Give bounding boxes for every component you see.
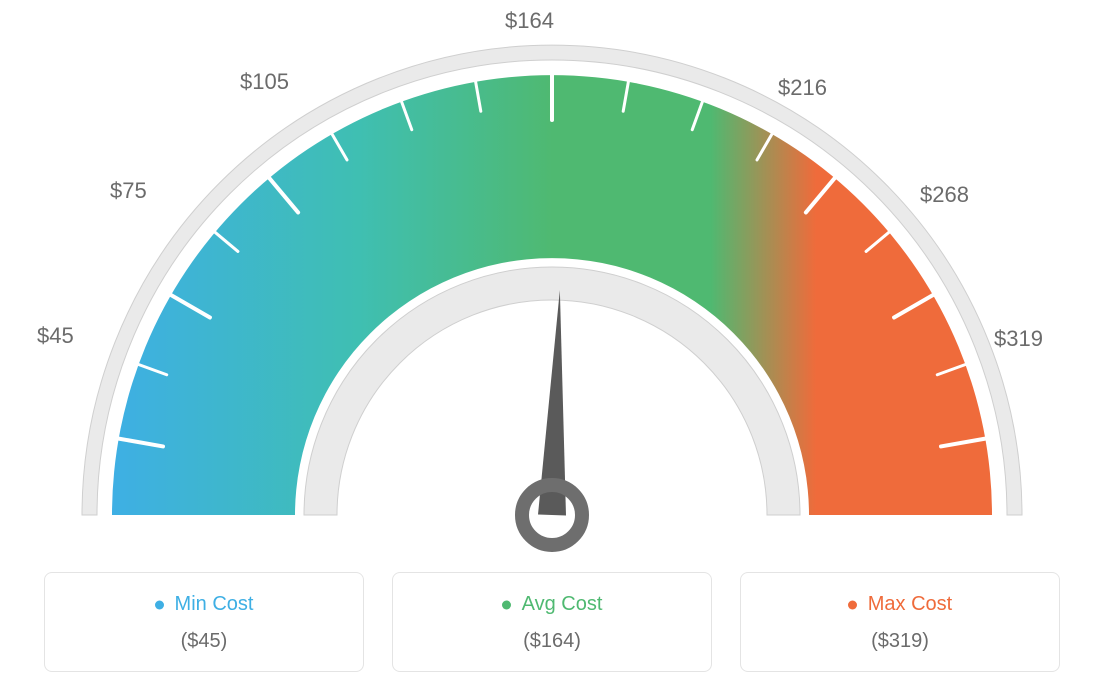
scale-label: $216 — [778, 75, 827, 101]
scale-label: $75 — [110, 178, 147, 204]
legend-title-min: Min Cost — [155, 593, 254, 616]
legend-value-min: ($45) — [45, 630, 363, 653]
legend-title-avg: Avg Cost — [502, 593, 603, 616]
legend-title-max: Max Cost — [848, 593, 952, 616]
legend-card-max: Max Cost ($319) — [740, 572, 1060, 672]
gauge-chart: $45 $75 $105 $164 $216 $268 $319 — [0, 0, 1104, 560]
gauge-svg — [32, 15, 1072, 575]
scale-label: $319 — [994, 326, 1043, 352]
scale-label: $164 — [505, 8, 554, 34]
legend-row: Min Cost ($45) Avg Cost ($164) Max Cost … — [44, 572, 1060, 672]
scale-label: $268 — [920, 182, 969, 208]
legend-value-avg: ($164) — [393, 630, 711, 653]
scale-label: $45 — [37, 323, 74, 349]
legend-card-min: Min Cost ($45) — [44, 572, 364, 672]
scale-label: $105 — [240, 69, 289, 95]
legend-card-avg: Avg Cost ($164) — [392, 572, 712, 672]
legend-value-max: ($319) — [741, 630, 1059, 653]
